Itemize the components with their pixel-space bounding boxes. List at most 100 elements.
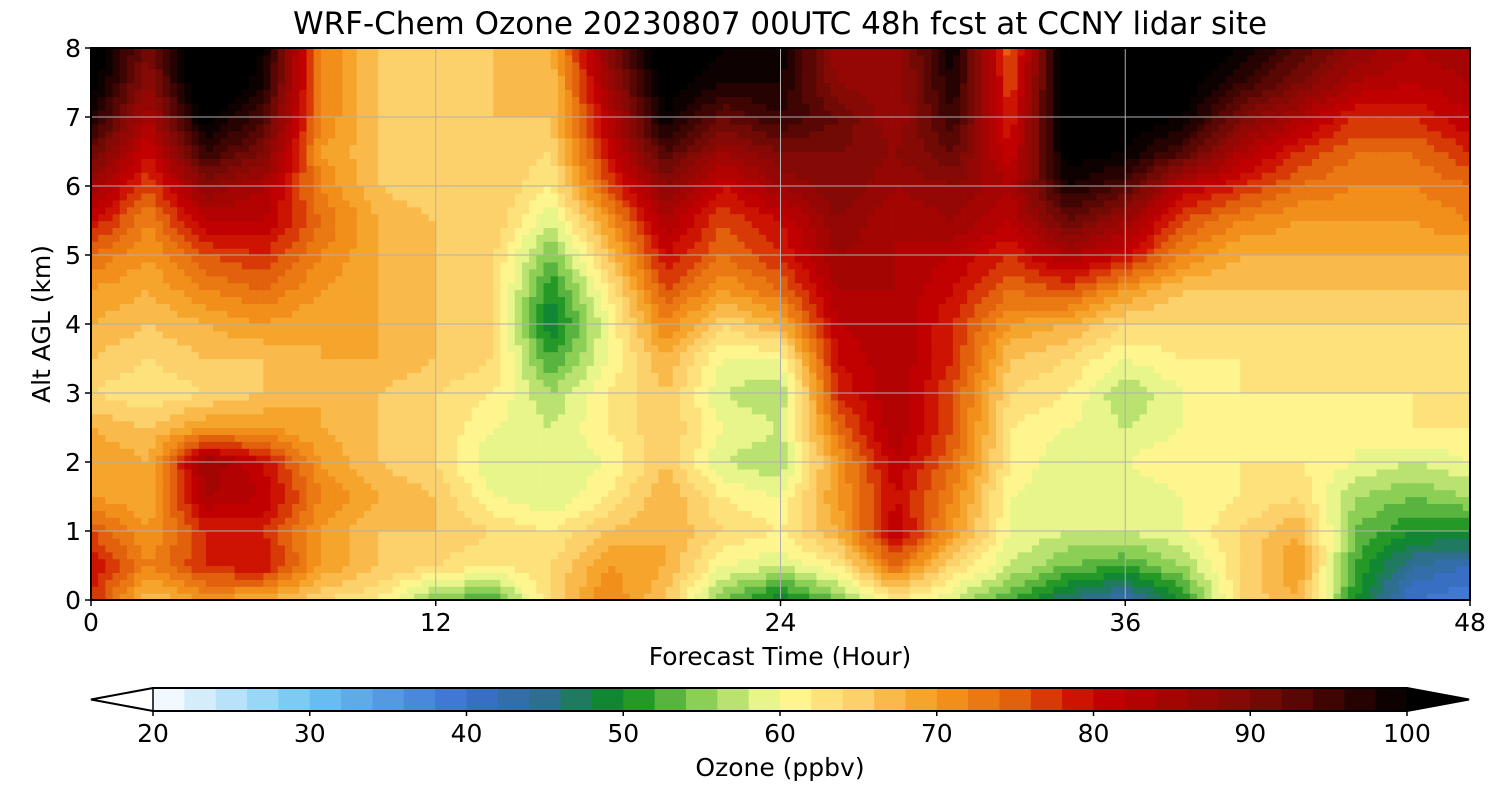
heatmap-cell: [823, 448, 832, 456]
heatmap-cell: [766, 565, 774, 573]
heatmap-cell: [213, 579, 221, 587]
heatmap-cell: [1110, 551, 1119, 560]
heatmap-cell: [177, 572, 185, 580]
heatmap-cell: [514, 524, 523, 532]
heatmap-cell: [507, 579, 516, 587]
heatmap-cell: [421, 572, 430, 580]
heatmap-cell: [823, 544, 832, 553]
heatmap-cell: [723, 420, 731, 429]
heatmap-cell: [945, 503, 954, 511]
heatmap-cell: [98, 434, 106, 442]
heatmap-cell: [687, 586, 695, 594]
heatmap-cell: [1434, 593, 1442, 600]
heatmap-cell: [529, 503, 537, 511]
heatmap-cell: [665, 462, 674, 470]
heatmap-cell: [916, 565, 925, 573]
heatmap-cell: [407, 489, 415, 498]
heatmap-cell: [593, 544, 602, 553]
heatmap-cell: [435, 524, 444, 532]
heatmap-cell: [521, 579, 530, 587]
heatmap-cell: [1276, 496, 1284, 504]
heatmap-cell: [1247, 496, 1256, 504]
heatmap-cell: [1412, 482, 1421, 491]
heatmap-cell: [141, 427, 150, 435]
heatmap-cell: [249, 448, 257, 456]
heatmap-cell: [1426, 420, 1435, 429]
heatmap-cell: [1448, 448, 1457, 456]
heatmap-cell: [529, 579, 537, 587]
heatmap-cell: [1118, 482, 1126, 491]
heatmap-cell: [931, 441, 940, 449]
heatmap-cell: [428, 462, 437, 470]
heatmap-cell: [1254, 593, 1263, 600]
heatmap-cell: [924, 455, 932, 463]
heatmap-cell: [320, 441, 329, 449]
heatmap-cell: [988, 544, 997, 553]
heatmap-cell: [328, 517, 336, 525]
heatmap-cell: [1039, 455, 1047, 463]
heatmap-cell: [1419, 593, 1428, 600]
heatmap-cell: [457, 565, 466, 573]
heatmap-cell: [1168, 427, 1177, 435]
heatmap-cell: [529, 475, 537, 484]
heatmap-cell: [809, 517, 818, 525]
heatmap-cell: [866, 579, 875, 587]
heatmap-cell: [679, 524, 688, 532]
heatmap-cell: [1362, 551, 1371, 560]
heatmap-cell: [888, 482, 897, 491]
heatmap-cell: [909, 482, 918, 491]
heatmap-cell: [1434, 462, 1442, 470]
heatmap-cell: [292, 586, 300, 594]
heatmap-cell: [1089, 482, 1098, 491]
heatmap-cell: [1146, 482, 1155, 491]
heatmap-cell: [909, 517, 918, 525]
heatmap-cell: [1046, 572, 1055, 580]
heatmap-cell: [1089, 489, 1098, 498]
heatmap-cell: [1189, 489, 1198, 498]
heatmap-cell: [888, 558, 897, 567]
heatmap-cell: [1218, 572, 1227, 580]
heatmap-cell: [1376, 517, 1385, 525]
heatmap-cell: [529, 586, 537, 594]
heatmap-cell: [737, 496, 746, 504]
heatmap-cell: [421, 462, 430, 470]
heatmap-cell: [284, 558, 293, 567]
heatmap-cell: [1319, 482, 1327, 491]
heatmap-cell: [1132, 482, 1141, 491]
heatmap-cell: [593, 510, 602, 518]
heatmap-cell: [967, 468, 976, 477]
heatmap-cell: [493, 441, 501, 449]
heatmap-cell: [119, 427, 128, 435]
heatmap-cell: [1060, 586, 1069, 594]
heatmap-cell: [471, 572, 480, 580]
heatmap-cell: [1225, 579, 1234, 587]
heatmap-cell: [234, 496, 243, 504]
heatmap-cell: [105, 448, 114, 456]
heatmap-cell: [1347, 496, 1356, 504]
heatmap-cell: [126, 427, 135, 435]
heatmap-cell: [593, 468, 602, 477]
heatmap-cell: [1139, 565, 1148, 573]
heatmap-cell: [407, 586, 415, 594]
heatmap-cell: [572, 441, 580, 449]
heatmap-cell: [687, 496, 695, 504]
heatmap-cell: [895, 427, 904, 435]
heatmap-cell: [162, 544, 171, 553]
heatmap-cell: [1211, 503, 1220, 511]
heatmap-cell: [256, 455, 264, 463]
heatmap-cell: [615, 524, 624, 532]
heatmap-cell: [1268, 496, 1277, 504]
heatmap-cell: [1412, 489, 1421, 498]
heatmap-cell: [1326, 427, 1335, 435]
heatmap-cell: [177, 544, 185, 553]
heatmap-cell: [148, 579, 157, 587]
heatmap-cell: [701, 572, 710, 580]
heatmap-cell: [134, 558, 142, 567]
heatmap-cell: [1225, 544, 1234, 553]
heatmap-cell: [407, 434, 415, 442]
heatmap-cell: [687, 441, 695, 449]
heatmap-cell: [1017, 441, 1026, 449]
heatmap-cell: [1060, 441, 1069, 449]
heatmap-cell: [809, 551, 818, 560]
heatmap-cell: [442, 503, 451, 511]
